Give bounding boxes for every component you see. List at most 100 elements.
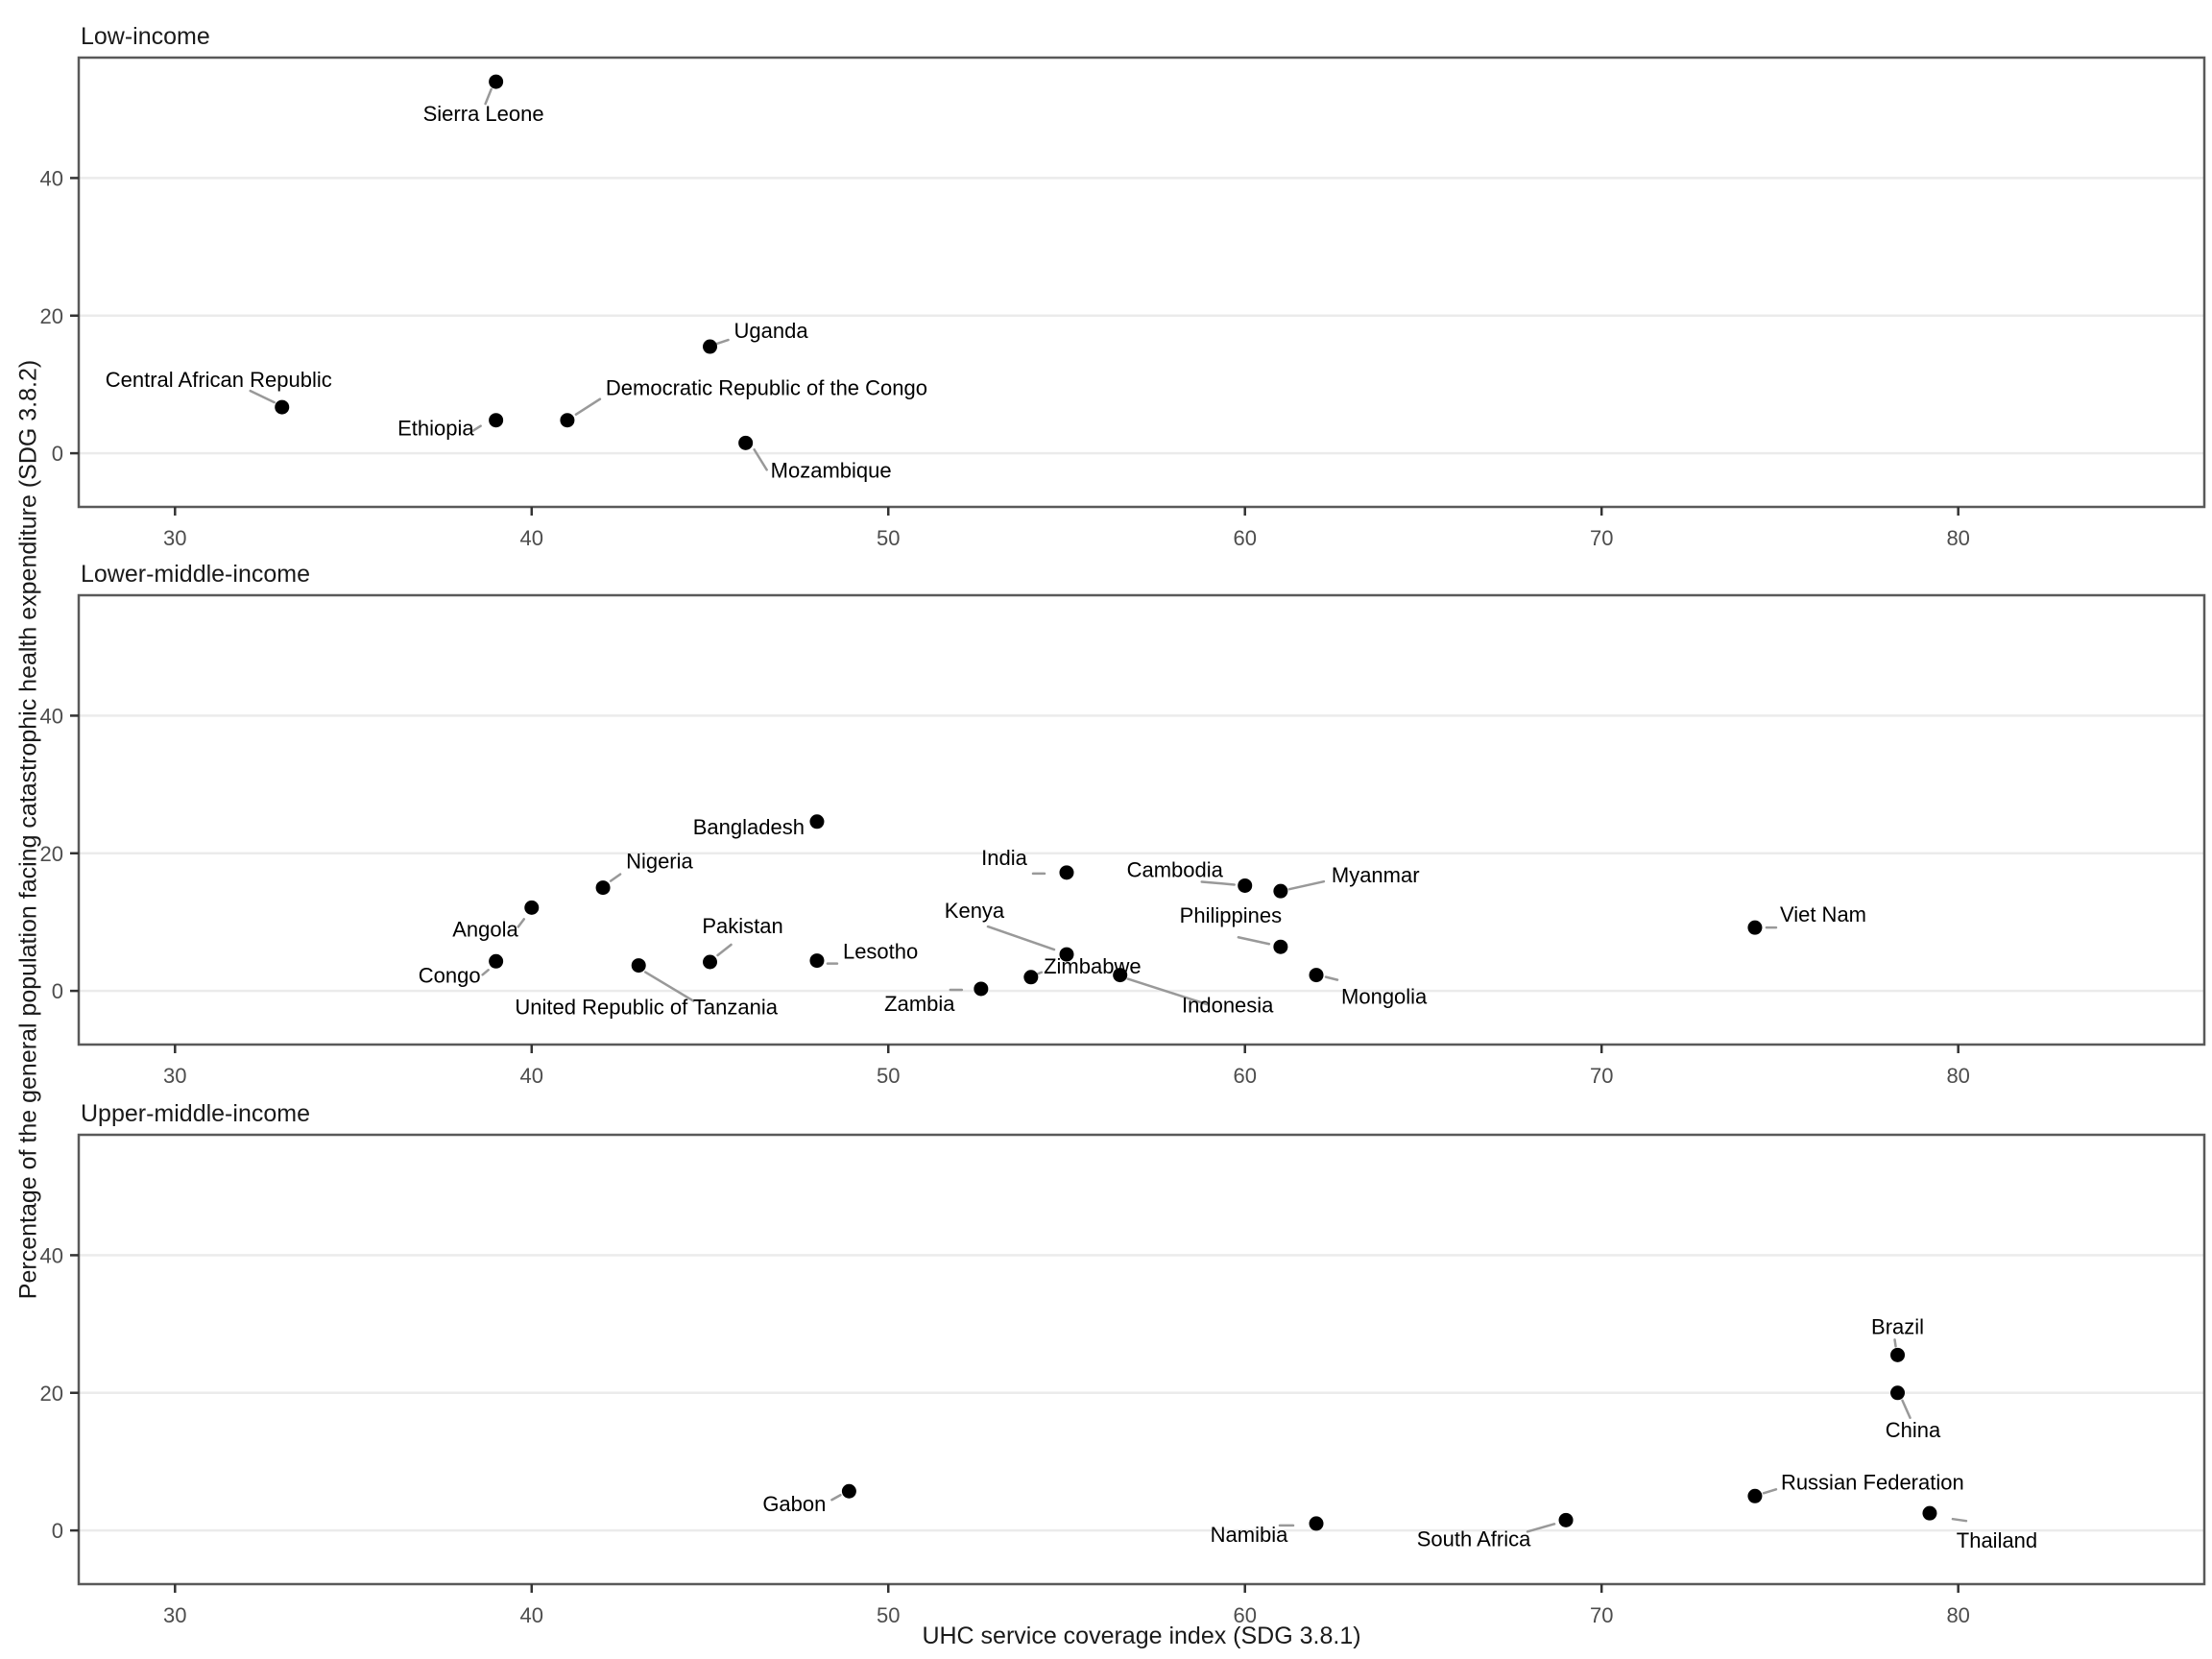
- x-tick-label: 70: [1590, 1064, 1613, 1088]
- data-point: [489, 953, 504, 969]
- x-tick-label: 80: [1946, 526, 1969, 550]
- y-axis-title: Percentage of the general population fac…: [14, 359, 42, 1300]
- data-point: [489, 74, 504, 89]
- data-point: [1273, 939, 1288, 954]
- point-label: Philippines: [1180, 903, 1282, 927]
- x-axis-title: UHC service coverage index (SDG 3.8.1): [922, 1623, 1361, 1649]
- label-leader-line: [1126, 977, 1210, 1006]
- label-leader-line: [986, 925, 1056, 951]
- data-point: [703, 339, 718, 354]
- point-label: Russian Federation: [1781, 1470, 1964, 1494]
- data-point: [974, 981, 989, 997]
- x-tick-label: 80: [1946, 1603, 1969, 1627]
- point-label: United Republic of Tanzania: [515, 996, 778, 1020]
- data-point: [1890, 1385, 1906, 1401]
- data-point: [1558, 1512, 1574, 1527]
- y-tick-label: 40: [40, 1243, 63, 1267]
- facet-upper-middle-income: 0 20 40 30 40 50 60 70 80 Upper-middle-income Gabo…: [40, 1100, 2206, 1627]
- y-tick-label: 20: [40, 842, 63, 866]
- data-point: [1059, 947, 1074, 962]
- x-tick-label: 40: [520, 526, 543, 550]
- data-point: [1113, 968, 1128, 983]
- label-leader-line: [1237, 935, 1271, 946]
- point-label: Brazil: [1871, 1314, 1924, 1338]
- point-label: Myanmar: [1332, 863, 1420, 887]
- y-tick-label: 40: [40, 704, 63, 728]
- point-label: Uganda: [734, 319, 809, 343]
- x-tick-label: 50: [877, 1603, 900, 1627]
- panel-border: [77, 56, 2206, 509]
- point-label: Cambodia: [1127, 857, 1224, 881]
- panel-border: [77, 1133, 2206, 1586]
- data-point: [1890, 1347, 1906, 1362]
- x-tick-label: 30: [163, 526, 186, 550]
- point-label: Central African Republic: [106, 368, 332, 392]
- point-label: Nigeria: [626, 850, 693, 874]
- label-leader-line: [643, 971, 695, 1002]
- x-tick-label: 60: [1233, 1064, 1256, 1088]
- data-point: [1922, 1505, 1937, 1521]
- data-point: [1273, 883, 1288, 899]
- y-tick-label: 40: [40, 166, 63, 190]
- point-label: India: [981, 846, 1027, 870]
- point-label: Indonesia: [1182, 994, 1274, 1018]
- point-label: Thailand: [1957, 1528, 2037, 1552]
- data-point: [1023, 970, 1039, 985]
- point-label: Kenya: [945, 899, 1005, 923]
- data-point: [1059, 865, 1074, 880]
- label-leader-line: [715, 338, 730, 346]
- data-point: [595, 880, 611, 896]
- x-tick-label: 50: [877, 526, 900, 550]
- data-point: [631, 958, 646, 974]
- point-label: Gabon: [762, 1492, 826, 1516]
- label-leader-line: [1200, 880, 1236, 886]
- facet-low-income: 0 20 40 30 40 50 60 70 80 Low-income Sierra Leone U…: [40, 23, 2206, 550]
- label-leader-line: [716, 943, 733, 957]
- data-point: [1309, 1516, 1324, 1531]
- point-label: Congo: [419, 963, 481, 987]
- data-point: [841, 1483, 856, 1499]
- point-label: Angola: [452, 917, 518, 941]
- point-label: Viet Nam: [1780, 902, 1866, 926]
- x-tick-label: 30: [163, 1064, 186, 1088]
- point-label: South Africa: [1417, 1527, 1531, 1551]
- y-tick-label: 20: [40, 1382, 63, 1406]
- data-point: [1238, 878, 1253, 893]
- data-point: [809, 953, 825, 969]
- data-point: [524, 900, 540, 915]
- point-label: Mozambique: [771, 458, 892, 482]
- facet-title: Low-income: [81, 23, 210, 50]
- label-leader-line: [481, 969, 490, 976]
- label-leader-line: [1526, 1523, 1556, 1533]
- label-leader-line: [753, 448, 768, 471]
- x-tick-label: 80: [1946, 1064, 1969, 1088]
- point-label: Democratic Republic of the Congo: [606, 376, 927, 400]
- point-label: Pakistan: [702, 914, 782, 938]
- point-label: Sierra Leone: [423, 102, 544, 126]
- label-leader-line: [574, 397, 602, 416]
- label-leader-line: [517, 918, 526, 928]
- label-leader-line: [830, 1493, 842, 1502]
- label-leader-line: [1951, 1517, 1968, 1523]
- point-label: China: [1886, 1418, 1941, 1442]
- data-point: [489, 413, 504, 428]
- point-label: Mongolia: [1341, 985, 1428, 1009]
- y-tick-label: 0: [52, 1519, 63, 1543]
- x-tick-label: 50: [877, 1064, 900, 1088]
- label-leader-line: [1287, 879, 1326, 891]
- data-point: [1309, 968, 1324, 983]
- data-point: [1747, 1488, 1763, 1503]
- point-label: Namibia: [1211, 1523, 1288, 1547]
- point-label: Lesotho: [843, 940, 918, 964]
- point-label: Zambia: [884, 992, 955, 1016]
- x-tick-label: 60: [1233, 1603, 1256, 1627]
- label-leader-line: [1035, 971, 1044, 976]
- x-tick-label: 60: [1233, 526, 1256, 550]
- data-point: [809, 814, 825, 830]
- y-tick-label: 20: [40, 304, 63, 328]
- x-tick-label: 70: [1590, 526, 1613, 550]
- label-leader-line: [1762, 1488, 1778, 1495]
- facet-title: Upper-middle-income: [81, 1100, 310, 1127]
